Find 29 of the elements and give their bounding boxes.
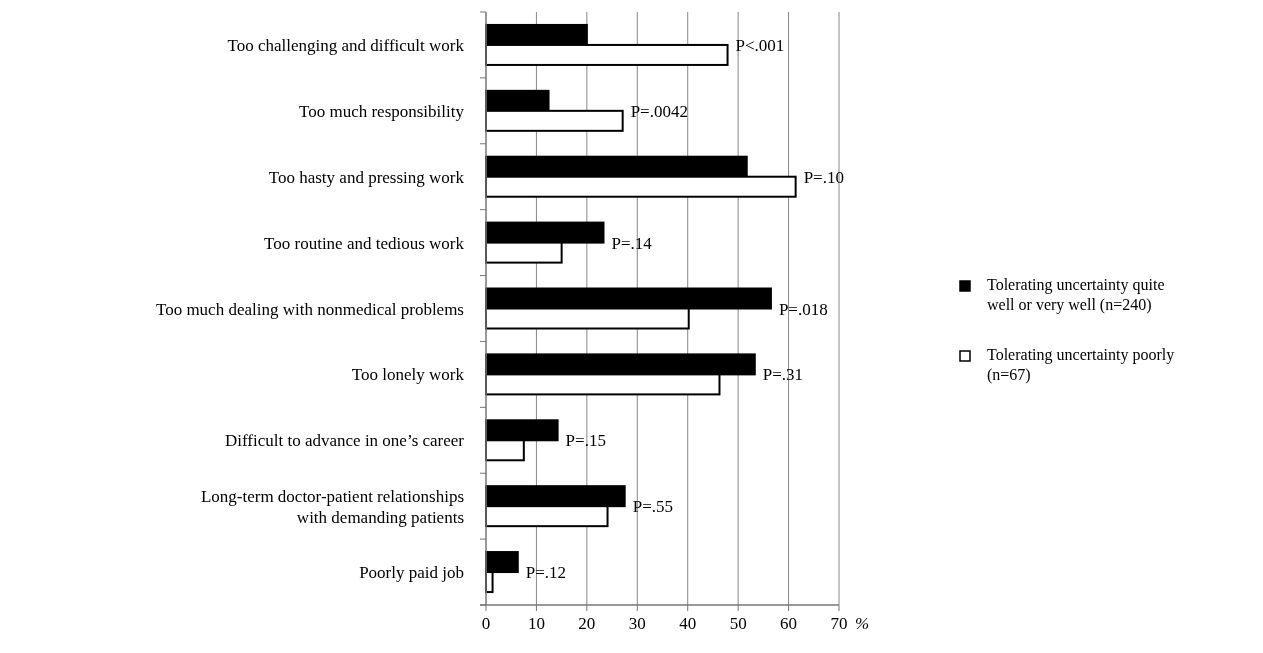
y-tick-label: Poorly paid job — [359, 563, 464, 583]
y-tick-label: Long-term doctor-patient relationships with demanding patients — [200, 486, 464, 527]
y-tick-label: Too much dealing with nonmedical problems — [155, 299, 464, 319]
x-tick-label: 20 — [578, 614, 596, 633]
annotation: P=.0042 — [630, 101, 688, 121]
legend-label: Tolerating uncertainty quite well or very well (n=240) — [987, 276, 1165, 314]
annotation: P=.018 — [778, 299, 828, 319]
annotation: P=.10 — [803, 167, 844, 187]
legend-label: Tolerating uncertainty poorly (n=67) — [987, 346, 1175, 384]
x-tick-label: 50 — [729, 614, 747, 633]
x-tick-label: 70 — [830, 614, 848, 633]
x-tick-label: 60 — [780, 614, 798, 633]
x-axis-title: % — [855, 614, 870, 633]
y-tick-label: Too challenging and difficult work — [227, 35, 465, 55]
x-tick-label: 40 — [679, 614, 697, 633]
annotation: P=.12 — [525, 563, 567, 583]
annotation: P=.14 — [611, 233, 653, 253]
annotation: P=.15 — [565, 431, 606, 451]
x-tick-label: 30 — [628, 614, 646, 633]
x-tick-label: 0 — [481, 614, 491, 633]
y-tick-label: Too much responsibility — [298, 101, 465, 121]
x-tick-label: 10 — [527, 614, 545, 633]
annotation: P=.31 — [762, 365, 804, 385]
y-tick-label: Too lonely work — [351, 365, 465, 385]
y-tick-label: Too routine and tedious work — [264, 233, 465, 253]
y-tick-label: Too hasty and pressing work — [268, 167, 465, 187]
annotation: P<.001 — [735, 35, 785, 55]
annotation: P=.55 — [632, 497, 673, 517]
y-tick-label: Difficult to advance in one’s career — [225, 431, 465, 451]
